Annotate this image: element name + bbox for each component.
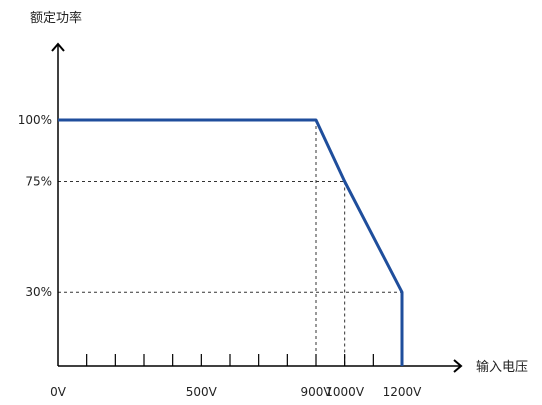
y-tick-labels: 100% 75% 30% — [18, 113, 52, 299]
x-tick-label: 1200V — [383, 385, 423, 399]
x-tick-label: 0V — [50, 385, 67, 399]
x-ticks — [86, 354, 403, 366]
y-tick-label: 100% — [18, 113, 52, 127]
y-axis-arrow-icon — [51, 42, 65, 52]
labels: 额定功率 输入电压 — [30, 10, 528, 375]
y-tick-label: 30% — [25, 285, 52, 299]
axes — [51, 42, 463, 373]
y-axis-title: 额定功率 — [30, 10, 82, 26]
x-axis-arrow-icon — [453, 359, 463, 373]
x-tick-label: 900V — [300, 385, 332, 399]
derating-curve-line — [58, 118, 404, 366]
x-tick-label: 500V — [186, 385, 218, 399]
x-axis-title: 输入电压 — [476, 359, 528, 375]
reference-lines — [58, 119, 403, 366]
series-group — [58, 118, 404, 366]
y-tick-label: 75% — [25, 175, 52, 189]
x-tick-label: 1000V — [325, 385, 365, 399]
